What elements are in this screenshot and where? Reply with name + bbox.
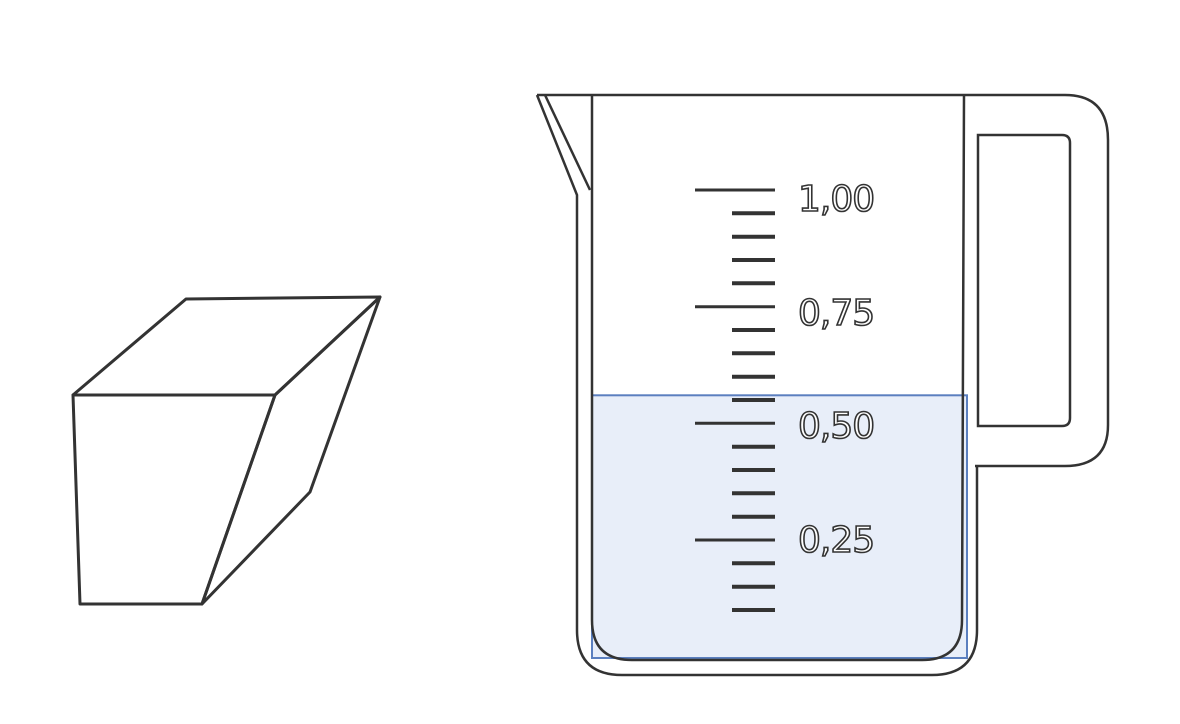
scale-label-100: 1,00 — [798, 179, 874, 220]
prism-shape — [71, 295, 382, 606]
scale-label-075: 0,75 — [798, 293, 874, 334]
jug-spout-inner — [543, 94, 592, 191]
prism-front-face — [71, 393, 277, 606]
jug-handle-inner — [976, 133, 1072, 428]
water-fill — [591, 394, 968, 659]
prism-top-face — [71, 295, 382, 397]
scale-ticks — [695, 188, 775, 612]
scale-label-025: 0,25 — [798, 520, 874, 561]
jug-handle-outer — [964, 93, 1110, 468]
scale-label-050: 0,50 — [798, 406, 874, 447]
jug-inner-wall — [590, 94, 966, 662]
measuring-jug: 1,00 0,75 0,50 0,25 — [535, 93, 1110, 677]
prism-side-face — [200, 295, 382, 606]
